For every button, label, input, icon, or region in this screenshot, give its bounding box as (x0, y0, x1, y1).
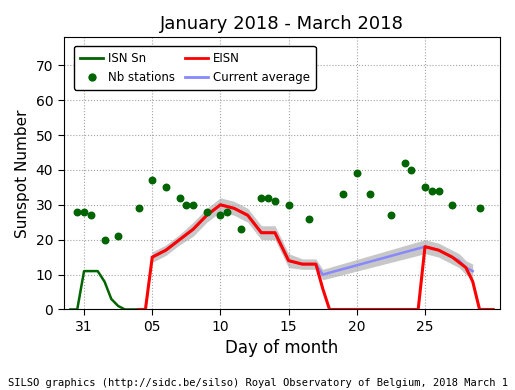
Point (73, 209, 81, 215)
Point (148, 177, 157, 184)
Point (427, 188, 436, 194)
Legend: ISN Sn, Nb stations, EISN, Current average: ISN Sn, Nb stations, EISN, Current avera… (74, 46, 316, 90)
Point (189, 202, 197, 208)
Point (87, 212, 95, 218)
Point (257, 195, 265, 201)
Point (114, 233, 122, 239)
Text: SILSO graphics (http://sidc.be/silso) Royal Observatory of Belgium, 2018 March 1: SILSO graphics (http://sidc.be/silso) Ro… (8, 378, 507, 388)
Point (366, 191, 374, 197)
Point (339, 191, 347, 197)
Point (353, 170, 361, 177)
Point (100, 237, 109, 243)
Point (407, 167, 416, 173)
Y-axis label: Sunspot Number: Sunspot Number (15, 109, 30, 238)
Point (237, 226, 245, 232)
X-axis label: Day of month: Day of month (225, 339, 338, 358)
Point (435, 188, 443, 194)
Point (134, 205, 143, 211)
Title: January 2018 - March 2018: January 2018 - March 2018 (160, 15, 404, 33)
Point (271, 198, 279, 204)
Point (305, 216, 313, 222)
Point (203, 209, 211, 215)
Point (223, 209, 231, 215)
Point (216, 212, 225, 218)
Point (80, 209, 88, 215)
Point (421, 184, 429, 190)
Point (387, 212, 395, 218)
Point (284, 202, 293, 208)
Point (176, 195, 184, 201)
Point (182, 202, 191, 208)
Point (162, 184, 170, 190)
Point (475, 205, 484, 211)
Point (448, 202, 456, 208)
Point (264, 195, 272, 201)
Point (401, 160, 409, 166)
